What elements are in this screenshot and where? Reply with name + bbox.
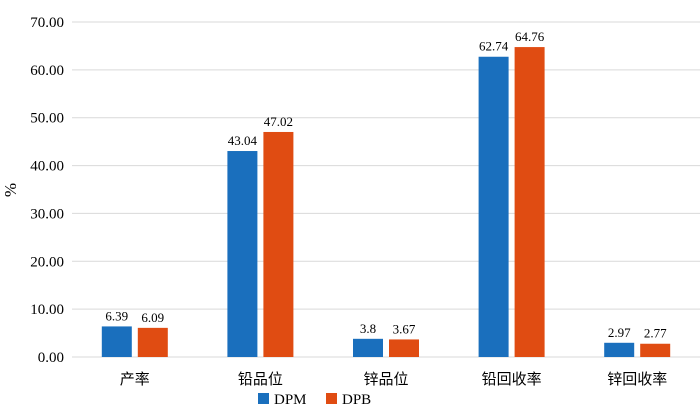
y-axis-ticks: 0.00 10.00 20.00 30.00 40.00 50.00 60.00 70.00 [30, 15, 64, 366]
bar-dpm [101, 326, 132, 357]
x-tick-label: 铅回收率 [482, 370, 542, 388]
x-tick-label: 锌回收率 [607, 370, 667, 388]
data-label: 6.39 [105, 308, 128, 323]
y-axis-label: % [1, 183, 20, 197]
data-label: 3.67 [393, 321, 416, 336]
bar-dpb [137, 327, 168, 357]
legend: DPM DPB [258, 392, 371, 408]
data-label: 64.76 [515, 29, 545, 44]
y-tick-label: 60.00 [30, 63, 64, 79]
bar-dpm [478, 56, 509, 357]
legend-swatch-dpm [258, 393, 269, 404]
x-axis-ticks: 产率 铅品位 锌品位 铅回收率 锌回收率 [120, 370, 667, 388]
bar-dpb [640, 343, 671, 357]
y-tick-label: 0.00 [38, 350, 64, 366]
y-tick-label: 10.00 [30, 302, 64, 318]
y-tick-label: 20.00 [30, 254, 64, 270]
bar-dpb [389, 339, 419, 357]
y-tick-label: 30.00 [30, 206, 64, 222]
gridlines [72, 21, 700, 358]
y-tick-label: 50.00 [30, 111, 64, 127]
data-label: 47.02 [264, 114, 293, 129]
y-tick-label: 40.00 [30, 159, 64, 175]
bar-dpm [604, 342, 635, 357]
x-tick-label: 铅品位 [238, 370, 283, 388]
bar-dpb [263, 131, 294, 357]
x-tick-label: 产率 [120, 370, 150, 388]
legend-label: DPM [274, 392, 307, 408]
y-tick-label: 70.00 [30, 15, 64, 31]
data-label: 3.8 [360, 321, 376, 336]
legend-label: DPB [342, 392, 371, 408]
data-label: 62.74 [479, 39, 509, 54]
data-label: 2.97 [608, 325, 631, 340]
bars [101, 47, 671, 357]
bar-dpb [514, 47, 545, 357]
data-label: 43.04 [228, 133, 258, 148]
bar-dpm [227, 151, 258, 357]
data-labels: 6.39 6.09 43.04 47.02 3.8 3.67 62.74 64.76 2.97 2… [105, 29, 667, 341]
legend-swatch-dpb [326, 393, 337, 404]
x-tick-label: 锌品位 [363, 370, 408, 388]
data-label: 2.77 [644, 326, 667, 341]
bar-dpm [353, 338, 383, 357]
data-label: 6.09 [141, 310, 164, 325]
